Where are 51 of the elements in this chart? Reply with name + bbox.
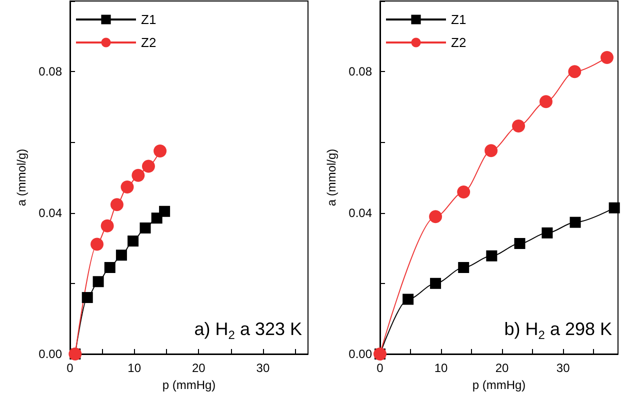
point (82, 292, 93, 304)
legend-label: Z1 (451, 12, 466, 27)
y-tick-label: 0.04 (348, 206, 372, 220)
x-tick-label: 20 (495, 361, 510, 375)
point (142, 160, 155, 173)
point (484, 144, 498, 158)
point (542, 227, 553, 238)
y-tick-label: 0.00 (38, 347, 62, 361)
point (128, 236, 139, 247)
point (458, 262, 470, 274)
point (430, 278, 442, 289)
point (512, 119, 526, 132)
point (92, 276, 104, 288)
point (608, 202, 620, 214)
point (116, 250, 127, 261)
y-tick-label: 0.08 (348, 64, 372, 79)
legend-label: Z2 (451, 35, 466, 50)
point (110, 198, 124, 212)
y-tick-label: 0.08 (38, 64, 62, 79)
point (159, 206, 170, 217)
point (429, 210, 442, 224)
x-tick-label: 10 (434, 361, 448, 375)
x-axis-title: p (mmHg) (162, 378, 216, 392)
y-tick-label: 0.00 (348, 347, 372, 361)
x-tick-label: 10 (128, 361, 142, 375)
point (568, 65, 582, 78)
point (104, 262, 116, 274)
y-tick-label: 0.04 (38, 206, 62, 220)
x-tick-label: 30 (256, 361, 270, 375)
point (100, 219, 114, 232)
point (140, 222, 151, 234)
point (132, 168, 145, 182)
point (402, 294, 414, 305)
legend-label: Z1 (141, 12, 156, 27)
y-axis-title: a (mmol/g) (14, 148, 29, 206)
point (154, 144, 167, 158)
point (457, 185, 470, 198)
y-axis-title: a (mmol/g) (324, 148, 339, 206)
point (570, 216, 581, 228)
point (120, 180, 134, 194)
point (486, 250, 498, 262)
point (540, 95, 552, 108)
point (90, 238, 104, 251)
legend-label: Z2 (141, 35, 156, 50)
point (600, 50, 614, 64)
x-tick-label: 20 (192, 361, 206, 375)
x-tick-label: 0 (376, 361, 384, 375)
x-tick-label: 0 (66, 361, 74, 375)
point (514, 238, 526, 250)
x-tick-label: 30 (556, 361, 570, 375)
x-axis-title: p (mmHg) (472, 378, 526, 392)
